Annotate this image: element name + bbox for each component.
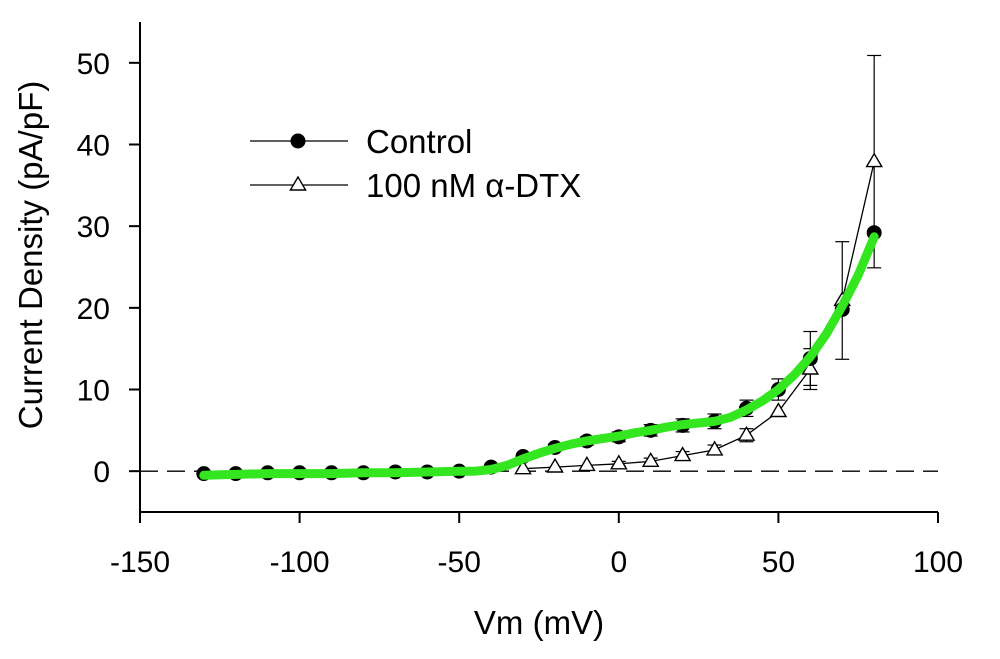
x-tick-label: 50	[762, 546, 795, 579]
axes: -150 -100 -50 0 50 100 0 10 20 30 40 50 Vm (mV) Curre…	[12, 22, 963, 641]
legend: Control 100 nM α-DTX	[250, 123, 581, 204]
data-point-alpha-dtx	[546, 457, 564, 473]
x-tick-label: -50	[438, 546, 481, 579]
data-point-alpha-dtx	[641, 452, 660, 467]
y-axis-title: Current Density (pA/pF)	[12, 81, 49, 429]
x-tick-label: -100	[270, 546, 330, 579]
plot-area	[140, 54, 938, 482]
data-point-alpha-dtx	[769, 402, 788, 418]
data-point-alpha-dtx	[705, 440, 724, 456]
legend-marker-alpha-dtx	[289, 175, 307, 191]
legend-marker-control	[290, 133, 306, 149]
legend-label-alpha-dtx: 100 nM α-DTX	[366, 167, 581, 204]
series-line-control	[203, 232, 875, 475]
x-tick-label: 0	[610, 546, 627, 579]
data-point-alpha-dtx	[578, 456, 596, 472]
data-point-alpha-dtx	[514, 459, 532, 475]
y-tick-label: 30	[77, 211, 110, 244]
x-tick-label: -150	[110, 546, 170, 579]
y-tick-label: 50	[77, 48, 110, 81]
fit-curve	[199, 232, 879, 480]
legend-label-control: Control	[366, 123, 472, 160]
data-point-alpha-dtx	[737, 425, 756, 441]
data-point-alpha-dtx	[673, 446, 692, 462]
y-tick-label: 40	[77, 130, 110, 163]
x-tick-label: 100	[913, 546, 963, 579]
data-point-alpha-dtx	[609, 454, 628, 470]
y-tick-label: 10	[77, 375, 110, 408]
x-axis-title: Vm (mV)	[474, 604, 604, 641]
y-tick-label: 0	[93, 456, 110, 489]
data-point-alpha-dtx	[865, 152, 884, 168]
y-tick-label: 20	[77, 293, 110, 326]
